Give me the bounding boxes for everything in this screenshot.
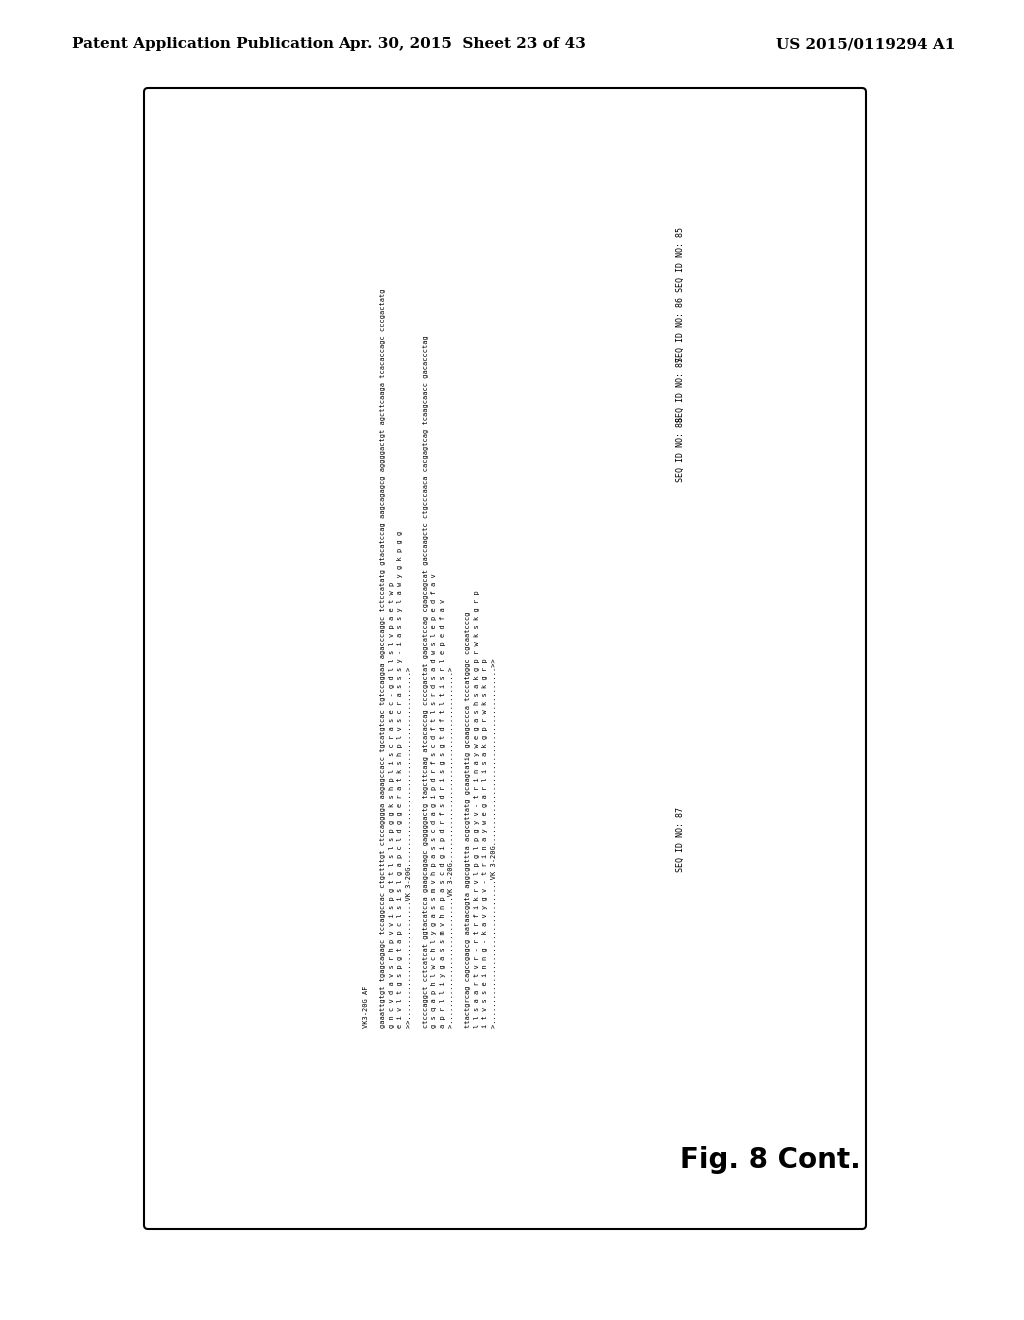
Text: SEQ ID NO: 88: SEQ ID NO: 88 — [676, 417, 684, 483]
Text: VK3-20G AF

gaaattgtgt tgagcagagc tccaggccac ctgctttgt ctccagggga aagagccacc tgc: VK3-20G AF gaaattgtgt tgagcagagc tccaggc… — [364, 289, 497, 1028]
Text: SEQ ID NO: 87: SEQ ID NO: 87 — [676, 808, 684, 873]
FancyBboxPatch shape — [144, 88, 866, 1229]
Text: SEQ ID NO: 86: SEQ ID NO: 86 — [676, 297, 684, 363]
Text: Apr. 30, 2015  Sheet 23 of 43: Apr. 30, 2015 Sheet 23 of 43 — [338, 37, 586, 51]
Text: SEQ ID NO: 87: SEQ ID NO: 87 — [676, 358, 684, 422]
Text: SEQ ID NO: 85: SEQ ID NO: 85 — [676, 227, 684, 293]
Text: Patent Application Publication: Patent Application Publication — [72, 37, 334, 51]
Text: US 2015/0119294 A1: US 2015/0119294 A1 — [775, 37, 955, 51]
Text: Fig. 8 Cont.: Fig. 8 Cont. — [680, 1146, 860, 1173]
